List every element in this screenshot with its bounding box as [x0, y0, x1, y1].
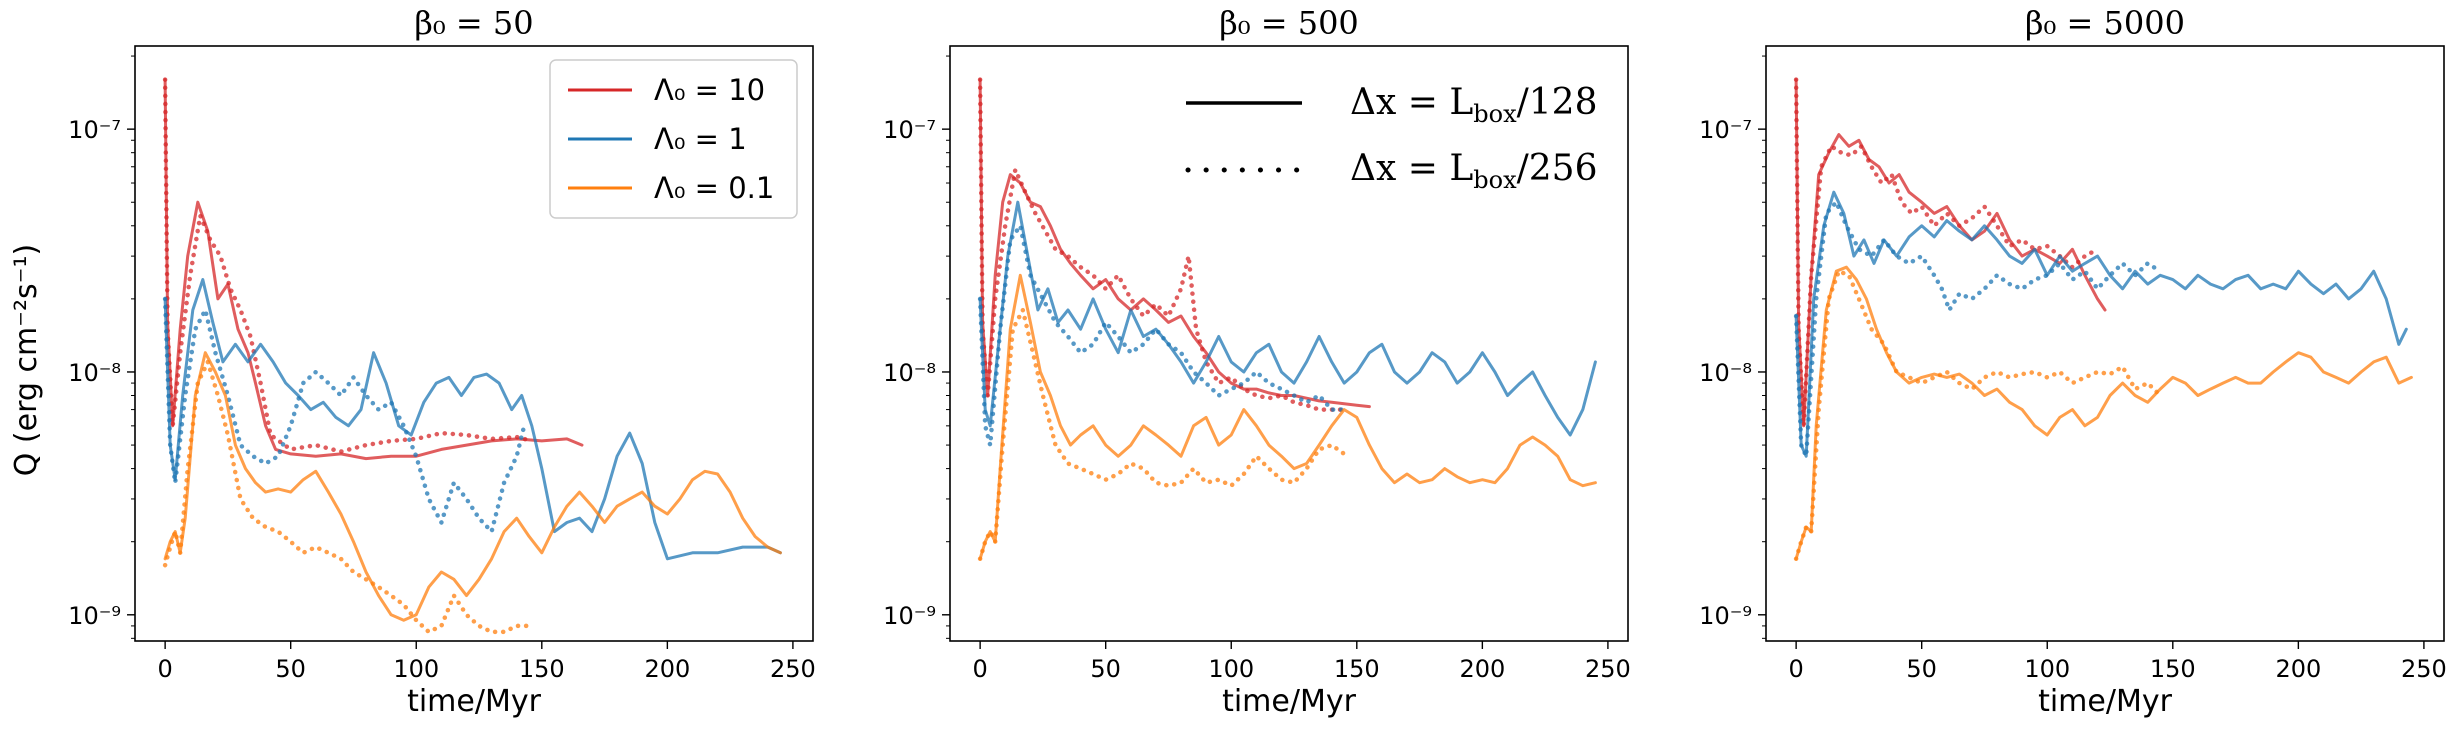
legend-label: Λ₀ = 10 [654, 73, 765, 107]
panel-2: 0 50 100 150 200 250 10⁻⁹ 10⁻⁸ 10⁻⁷ β₀ = 500 time/… [883, 4, 1631, 719]
legend-label: Λ₀ = 1 [654, 122, 747, 156]
legend-label: Λ₀ = 0.1 [654, 171, 774, 205]
x-tick-label: 0 [1788, 655, 1803, 683]
series-line-orange-solid [163, 351, 782, 622]
plot-frame [1765, 45, 2445, 642]
y-tick-label: 10⁻⁹ [68, 602, 121, 630]
x-tick-label: 200 [1459, 655, 1505, 683]
y-tick-label: 10⁻⁷ [68, 116, 121, 144]
x-tick-label: 150 [2150, 655, 2196, 683]
series-line-orange-dotted [1793, 268, 2163, 562]
x-tick-label: 150 [519, 655, 565, 683]
series-line-orange-solid [1794, 265, 2413, 561]
plot-frame [949, 45, 1629, 642]
x-tick-label: 100 [1208, 655, 1254, 683]
resolution-label-128: Δx = Lbox/128 [1350, 82, 1597, 128]
series-line-orange-solid [978, 273, 1597, 561]
x-tick-label: 100 [2024, 655, 2070, 683]
series-line-blue-dotted [977, 223, 1347, 448]
series-group [1793, 77, 2413, 562]
x-tick-label: 200 [644, 655, 690, 683]
y-tick-label: 10⁻⁸ [1699, 359, 1752, 387]
panel-title: β₀ = 5000 [2025, 4, 2185, 42]
x-tick-label: 250 [2401, 655, 2447, 683]
y-tick-label: 10⁻⁹ [1699, 602, 1752, 630]
panel-1: 0 50 100 150 200 250 10⁻⁹ 10⁻⁸ 10⁻⁷ β₀ = 50 time/M… [68, 4, 816, 719]
x-tick-label: 100 [393, 655, 439, 683]
x-axis-label: time/Myr [1222, 684, 1357, 719]
x-tick-label: 50 [1090, 655, 1121, 683]
series-line-blue-dotted [1793, 199, 2163, 459]
series-line-orange-dotted [977, 307, 1347, 562]
x-tick-label: 0 [157, 655, 172, 683]
resolution-label-256: Δx = Lbox/256 [1350, 148, 1597, 194]
x-axis-label: time/Myr [407, 684, 542, 719]
y-axis-label: Q (erg cm⁻²s⁻¹) [9, 244, 44, 476]
series-line-red-dotted [1793, 77, 2100, 429]
legend-entry: Λ₀ = 10 [568, 73, 765, 107]
series-line-red-dotted [977, 77, 1347, 412]
x-tick-label: 250 [770, 655, 816, 683]
resolution-legend: Δx = Lbox/128 Δx = Lbox/256 [1185, 82, 1597, 194]
series-line-red-solid [1794, 78, 2107, 428]
series-line-orange-dotted [162, 359, 532, 635]
panel-title: β₀ = 50 [414, 4, 533, 42]
y-tick-label: 10⁻⁹ [883, 602, 936, 630]
panels: 0 50 100 150 200 250 10⁻⁹ 10⁻⁸ 10⁻⁷ β₀ = 50 time/M… [68, 4, 2447, 719]
x-tick-label: 50 [275, 655, 306, 683]
legend: Λ₀ = 10 Λ₀ = 1 Λ₀ = 0.1 [549, 59, 798, 219]
x-tick-label: 250 [1585, 655, 1631, 683]
y-tick-label: 10⁻⁷ [883, 116, 936, 144]
legend-entry: Λ₀ = 1 [568, 122, 747, 156]
panel-title: β₀ = 500 [1219, 4, 1359, 42]
x-axis-label: time/Myr [2038, 684, 2173, 719]
y-tick-label: 10⁻⁷ [1699, 116, 1752, 144]
series-line-blue-solid [163, 278, 782, 561]
x-tick-label: 150 [1334, 655, 1380, 683]
series-line-blue-solid [978, 200, 1597, 437]
series-group [977, 77, 1597, 562]
plot-frame [134, 45, 814, 642]
y-tick-label: 10⁻⁸ [68, 359, 121, 387]
x-tick-label: 200 [2275, 655, 2321, 683]
legend-entry: Λ₀ = 0.1 [568, 171, 774, 205]
series-line-red-dotted [162, 77, 535, 454]
series-line-red-solid [163, 78, 584, 461]
series-group [162, 77, 782, 635]
legend-frame [549, 59, 798, 219]
y-tick-label: 10⁻⁸ [883, 359, 936, 387]
x-tick-label: 0 [972, 655, 987, 683]
panel-3: 0 50 100 150 200 250 10⁻⁹ 10⁻⁸ 10⁻⁷ β₀ = 5000 time… [1699, 4, 2447, 719]
x-tick-label: 50 [1906, 655, 1937, 683]
series-line-blue-dotted [162, 296, 527, 534]
series-line-blue-solid [1794, 190, 2408, 458]
